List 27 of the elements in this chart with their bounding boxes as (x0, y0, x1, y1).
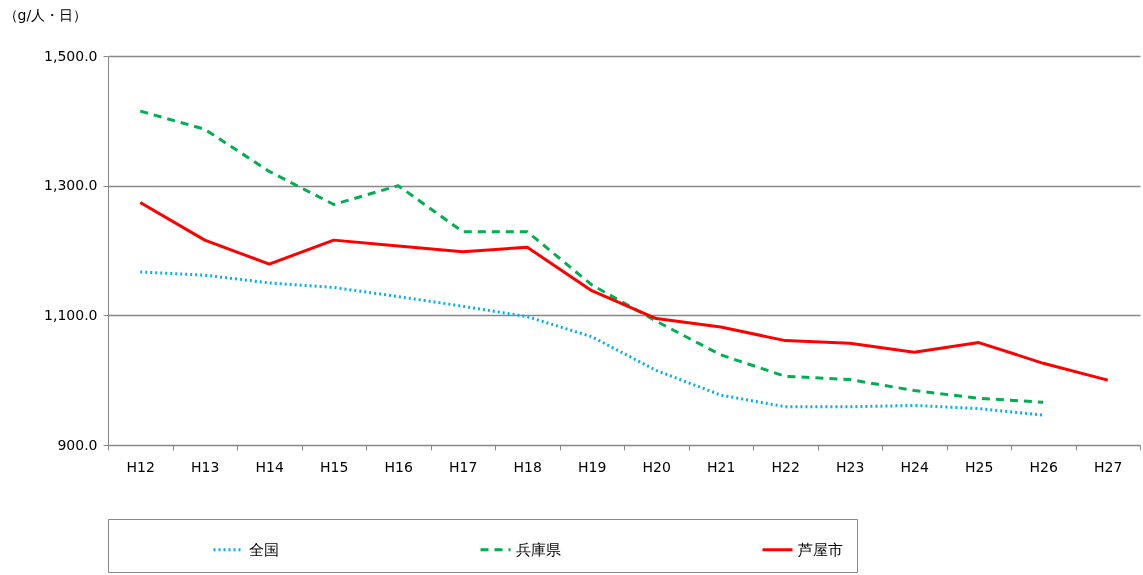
line-series (138, 201, 1110, 382)
x-tick-label: H14 (255, 458, 285, 475)
x-tick-label: H17 (449, 458, 478, 475)
x-tick-label: H13 (191, 458, 220, 475)
x-tick-label: H24 (900, 458, 930, 475)
x-tick-label: H22 (771, 458, 800, 475)
x-tick-label: H18 (513, 458, 542, 475)
x-tick-label: H27 (1094, 458, 1123, 475)
y-tick-label: 1,100.0 (44, 306, 98, 323)
x-tick-label: H12 (126, 458, 155, 475)
x-tick-label: H21 (707, 458, 736, 475)
x-tick-label: H26 (1029, 458, 1059, 475)
x-tick-label: H20 (642, 458, 671, 475)
x-tick-label: H15 (320, 458, 349, 475)
x-tick-label: H23 (836, 458, 865, 475)
legend-label: 全国 (249, 540, 279, 559)
y-axis-title: （g/人・日） (3, 6, 88, 23)
x-tick-label: H16 (384, 458, 414, 475)
x-tick-label: H19 (578, 458, 607, 475)
y-tick-label: 1,500.0 (44, 47, 98, 64)
line-series (138, 270, 1045, 417)
y-tick-label: 900.0 (57, 436, 98, 453)
legend-label: 芦屋市 (798, 540, 843, 559)
y-tick-label: 1,300.0 (44, 177, 98, 194)
line-series (138, 109, 1045, 404)
legend-label: 兵庫県 (516, 540, 561, 559)
x-tick-label: H25 (965, 458, 994, 475)
